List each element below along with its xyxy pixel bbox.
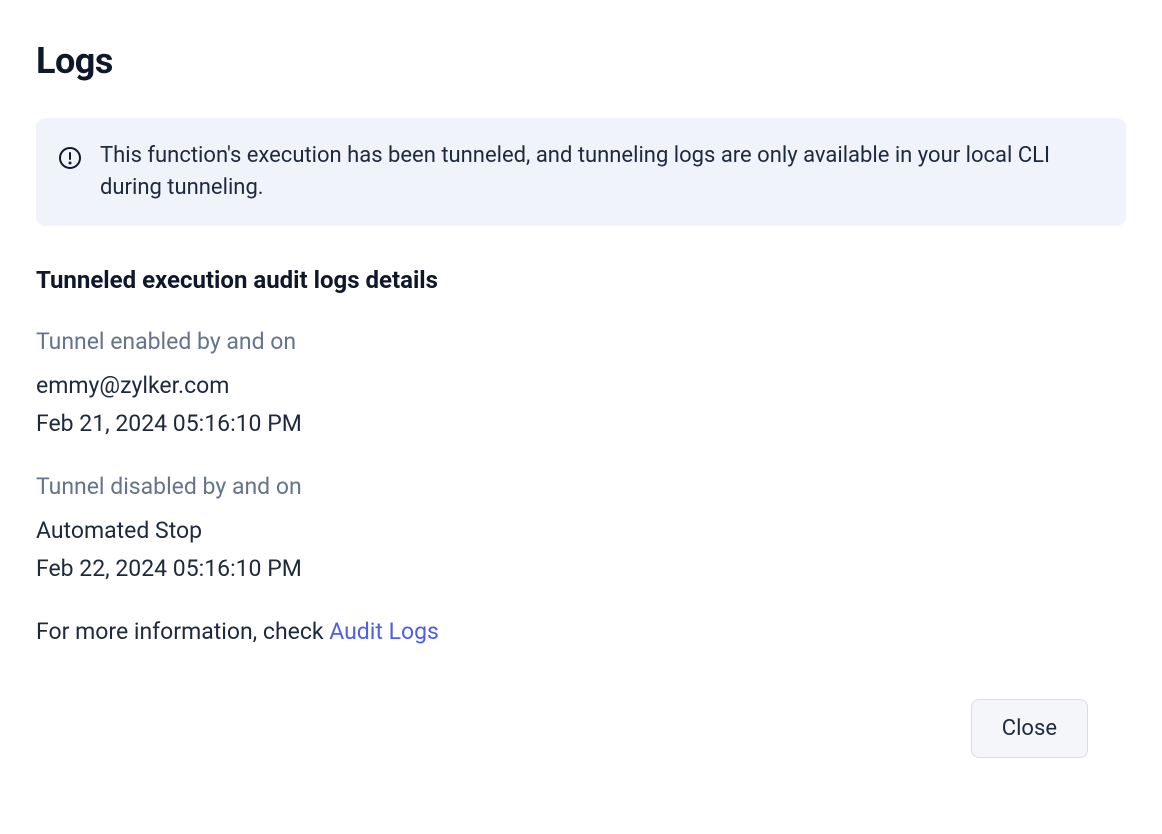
tunnel-disabled-timestamp: Feb 22, 2024 05:16:10 PM xyxy=(36,550,1126,588)
info-banner: This function's execution has been tunne… xyxy=(36,118,1126,226)
tunnel-enabled-label: Tunnel enabled by and on xyxy=(36,328,1126,355)
tunnel-enabled-user: emmy@zylker.com xyxy=(36,367,1126,405)
tunnel-disabled-label: Tunnel disabled by and on xyxy=(36,473,1126,500)
section-heading: Tunneled execution audit logs details xyxy=(36,266,1126,294)
audit-logs-link[interactable]: Audit Logs xyxy=(329,618,439,645)
dialog-footer: Close xyxy=(36,699,1126,758)
tunnel-enabled-group: Tunnel enabled by and on emmy@zylker.com… xyxy=(36,328,1126,443)
more-info-text: For more information, check Audit Logs xyxy=(36,618,1126,645)
info-banner-text: This function's execution has been tunne… xyxy=(100,140,1098,204)
tunnel-enabled-timestamp: Feb 21, 2024 05:16:10 PM xyxy=(36,405,1126,443)
close-button[interactable]: Close xyxy=(971,699,1088,758)
page-title: Logs xyxy=(36,40,1126,82)
tunnel-disabled-user: Automated Stop xyxy=(36,512,1126,550)
info-alert-icon xyxy=(58,140,82,170)
tunnel-disabled-group: Tunnel disabled by and on Automated Stop… xyxy=(36,473,1126,588)
more-info-prefix: For more information, check xyxy=(36,618,329,645)
